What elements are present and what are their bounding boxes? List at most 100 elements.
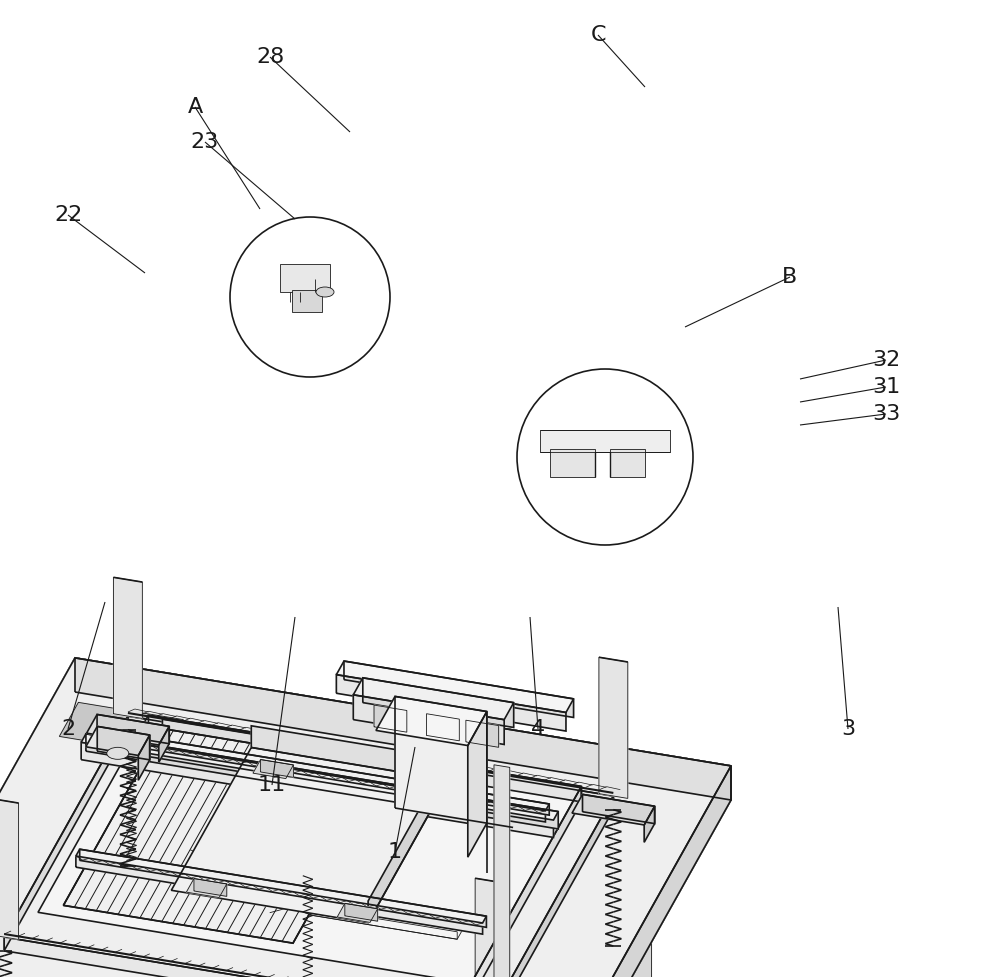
Text: 31: 31 [872,377,900,397]
Polygon shape [171,747,448,922]
Polygon shape [143,737,549,815]
Polygon shape [345,904,378,921]
Polygon shape [251,726,448,780]
Polygon shape [111,924,140,928]
Polygon shape [76,849,486,923]
Text: B: B [782,267,798,287]
Text: 3: 3 [841,719,855,739]
Polygon shape [75,658,731,800]
Polygon shape [261,759,293,778]
Polygon shape [395,697,487,824]
Text: 28: 28 [256,47,284,67]
Polygon shape [400,971,428,976]
Polygon shape [86,734,558,828]
Polygon shape [368,758,448,922]
Polygon shape [337,904,378,922]
Polygon shape [90,871,462,939]
Polygon shape [402,967,431,972]
Polygon shape [38,715,581,977]
Polygon shape [468,711,487,857]
Polygon shape [336,675,566,731]
Text: 2: 2 [61,719,75,739]
Ellipse shape [117,920,153,930]
Ellipse shape [117,734,153,743]
Polygon shape [128,730,613,819]
Polygon shape [162,742,534,810]
Polygon shape [494,765,510,977]
Polygon shape [490,796,613,977]
Polygon shape [353,678,514,720]
Ellipse shape [107,747,129,759]
Polygon shape [81,734,558,820]
Polygon shape [90,871,457,939]
Polygon shape [87,714,169,745]
Polygon shape [162,743,530,810]
Text: 4: 4 [531,719,545,739]
Polygon shape [541,766,731,977]
FancyBboxPatch shape [280,264,330,292]
Polygon shape [113,920,142,925]
Polygon shape [75,658,731,800]
Text: 23: 23 [191,132,219,152]
Polygon shape [80,849,486,927]
Polygon shape [344,661,574,717]
Polygon shape [159,726,169,762]
Polygon shape [139,737,549,811]
Polygon shape [0,798,19,940]
Polygon shape [615,821,651,977]
Text: 1: 1 [388,842,402,862]
Text: C: C [590,25,606,45]
Polygon shape [583,794,655,824]
Polygon shape [482,825,511,829]
Ellipse shape [615,816,651,826]
Polygon shape [59,702,183,753]
Polygon shape [186,878,227,898]
Polygon shape [148,715,581,802]
Polygon shape [427,714,459,741]
Polygon shape [128,716,613,810]
Polygon shape [374,705,407,732]
Text: 11: 11 [258,775,286,795]
FancyBboxPatch shape [550,449,595,477]
Polygon shape [81,743,553,837]
FancyBboxPatch shape [610,449,645,477]
Ellipse shape [316,287,334,297]
Polygon shape [4,716,128,951]
Polygon shape [97,714,169,743]
Polygon shape [541,766,731,977]
Polygon shape [404,785,444,803]
Polygon shape [117,739,153,925]
Polygon shape [139,743,545,822]
Text: A: A [187,97,203,117]
Polygon shape [572,794,655,825]
Polygon shape [4,937,490,977]
Text: 33: 33 [872,404,900,424]
Text: 32: 32 [872,350,900,370]
Polygon shape [191,781,220,786]
Polygon shape [475,878,504,977]
Polygon shape [480,828,508,833]
Polygon shape [644,806,655,842]
Polygon shape [86,727,150,755]
Polygon shape [0,658,731,977]
Polygon shape [138,735,150,781]
Polygon shape [336,661,574,712]
Polygon shape [471,786,581,977]
Polygon shape [599,658,628,798]
Polygon shape [466,720,499,747]
Polygon shape [193,778,222,782]
Text: 22: 22 [54,205,82,225]
Polygon shape [411,785,444,802]
Polygon shape [363,678,514,728]
Polygon shape [113,577,142,718]
Polygon shape [0,658,731,977]
FancyBboxPatch shape [540,430,670,452]
Polygon shape [76,856,483,934]
Polygon shape [63,729,392,943]
Polygon shape [253,759,293,779]
Polygon shape [194,878,227,896]
Polygon shape [353,695,504,744]
Polygon shape [376,697,487,745]
Polygon shape [162,719,392,766]
FancyBboxPatch shape [292,290,322,312]
